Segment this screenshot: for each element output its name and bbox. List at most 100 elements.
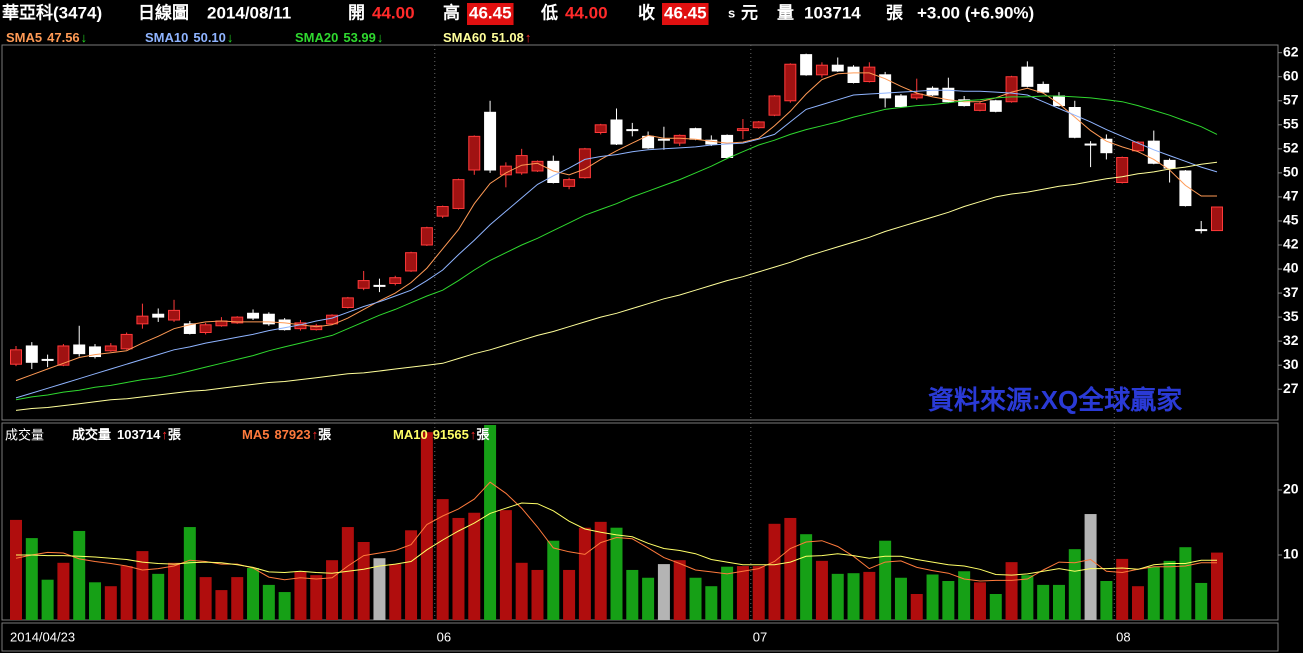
volume-bar <box>721 566 734 620</box>
legend-text: ↓ <box>377 30 384 45</box>
candle-body <box>989 100 1002 112</box>
header-unit-s: s <box>728 5 735 20</box>
candle-body <box>1163 159 1176 169</box>
volume-bar <box>1211 552 1223 620</box>
volume-bar <box>73 530 86 620</box>
volume-bar <box>879 540 892 620</box>
volume-bars <box>10 425 1223 620</box>
volume-bar <box>1163 560 1176 620</box>
candle-body <box>341 297 354 308</box>
candle-body <box>626 129 639 132</box>
volume-bar <box>152 573 165 620</box>
header-open: 44.00 <box>372 3 415 22</box>
candle-body <box>357 280 370 289</box>
y-tick-label: 10 <box>1283 546 1299 562</box>
candle-body <box>1100 138 1113 154</box>
legend-entry: SMA20 53.99↓ <box>295 30 383 45</box>
volume-bar <box>326 560 339 620</box>
volume-bar <box>41 579 54 620</box>
volume-bar <box>215 590 228 620</box>
volume-bar <box>1068 549 1081 620</box>
header-low: 44.00 <box>565 3 608 22</box>
candle-body <box>10 349 22 365</box>
volume-bar <box>10 519 22 620</box>
candle-body <box>25 345 38 363</box>
volume-bar <box>389 564 402 620</box>
volume-bar <box>736 566 749 620</box>
x-tick-label: 2014/04/23 <box>10 629 75 644</box>
candle-body <box>768 95 781 116</box>
candle-body <box>1195 229 1208 232</box>
candle-body <box>41 358 54 361</box>
volume-bar <box>657 564 670 620</box>
candle-body <box>958 99 971 107</box>
candle-body <box>815 64 828 76</box>
volume-bar <box>1147 566 1160 620</box>
header-open-label: 開 <box>348 3 365 22</box>
ma-line <box>16 502 1217 576</box>
header-high: 46.45 <box>469 3 512 22</box>
x-tick-label: 08 <box>1116 629 1130 644</box>
volume-bar <box>910 594 923 620</box>
volume-bar <box>784 517 797 620</box>
volume-bar <box>642 577 655 620</box>
candle-body <box>262 313 275 325</box>
candle-body <box>863 66 876 83</box>
candle-body <box>563 179 576 187</box>
candle-body <box>657 138 670 141</box>
candle-body <box>847 66 860 84</box>
candle-body <box>152 313 165 318</box>
volume-bar <box>705 586 718 620</box>
y-tick-label: 47 <box>1283 188 1299 204</box>
ma-line <box>15 89 1218 399</box>
volume-bar <box>104 586 117 620</box>
legend-text: SMA5 <box>6 30 42 45</box>
volume-bar <box>1052 584 1065 620</box>
header-period: 日線圖 <box>138 2 189 22</box>
candle-body <box>894 95 907 108</box>
volume-bar <box>989 594 1002 620</box>
legend-text: ↑ <box>161 427 168 442</box>
volume-bar <box>547 540 560 620</box>
volume-bar <box>468 512 481 620</box>
x-axis-panel <box>1 622 1279 652</box>
volume-bar <box>1005 562 1018 620</box>
candle-body <box>278 319 291 331</box>
volume-bar <box>894 577 907 620</box>
volume-bar <box>768 523 781 620</box>
volume-bar <box>926 574 939 620</box>
candle-body <box>673 134 686 144</box>
candle-body <box>310 325 323 331</box>
ma-line <box>15 161 1218 411</box>
candle-body <box>910 93 923 99</box>
legend-entry: 成交量 103714↑張 <box>72 427 182 442</box>
legend-entry: MA5 87923↑張 <box>242 427 332 442</box>
legend-text: SMA20 <box>295 30 338 45</box>
volume-bar <box>420 432 433 620</box>
legend-text: 張 <box>476 427 490 442</box>
header-close-label: 收 <box>638 2 655 22</box>
volume-bar <box>1195 582 1208 620</box>
volume-bar <box>484 425 497 620</box>
candle-body <box>973 103 986 111</box>
candle-body <box>721 134 734 158</box>
volume-bar <box>168 562 181 620</box>
candle-body <box>736 128 749 132</box>
legend-entry: MA10 91565↑張 <box>393 427 490 442</box>
legend-text: 51.08 <box>491 30 524 45</box>
volume-bar <box>610 527 623 620</box>
legend-text: ↑ <box>525 30 532 45</box>
volume-bar <box>578 527 591 620</box>
header-volume-label: 量 <box>777 2 794 22</box>
candle-body <box>199 324 212 333</box>
candle-body <box>689 128 702 140</box>
header-date: 2014/08/11 <box>207 3 291 22</box>
candle-body <box>389 277 402 284</box>
candle-body <box>1005 76 1018 103</box>
legend-text: ↑ <box>470 427 477 442</box>
y-tick-label: 60 <box>1283 67 1299 83</box>
candle-body <box>1084 143 1097 146</box>
candle-body <box>610 119 623 145</box>
legend-text: 成交量 <box>72 427 111 442</box>
watermark: 資料來源:XQ全球贏家 <box>928 385 1182 415</box>
